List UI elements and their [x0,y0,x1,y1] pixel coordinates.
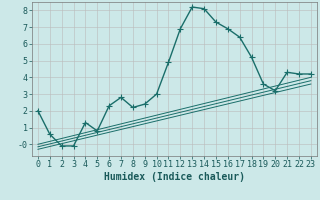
X-axis label: Humidex (Indice chaleur): Humidex (Indice chaleur) [104,172,245,182]
